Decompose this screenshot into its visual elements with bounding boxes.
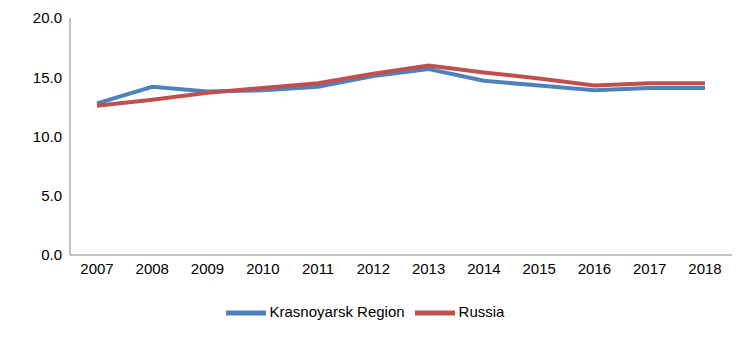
html-text:Russia: Russia xyxy=(458,303,505,320)
svg-text:5.0: 5.0 xyxy=(41,187,62,204)
svg-text:2012: 2012 xyxy=(357,260,390,277)
svg-text:2016: 2016 xyxy=(578,260,611,277)
svg-text:2011: 2011 xyxy=(302,260,334,277)
svg-text:2010: 2010 xyxy=(246,260,279,277)
svg-text:15.0: 15.0 xyxy=(33,69,62,86)
svg-text:20.0: 20.0 xyxy=(33,9,62,26)
html-text:Krasnoyarsk Region: Krasnoyarsk Region xyxy=(269,303,405,320)
svg-text:2009: 2009 xyxy=(191,260,224,277)
svg-text:2007: 2007 xyxy=(80,260,113,277)
svg-text:2015: 2015 xyxy=(522,260,555,277)
svg-text:10.0: 10.0 xyxy=(33,128,62,145)
svg-text:2017: 2017 xyxy=(633,260,666,277)
svg-text:0.0: 0.0 xyxy=(41,246,62,263)
svg-text:2014: 2014 xyxy=(467,260,500,277)
svg-text:2013: 2013 xyxy=(412,260,445,277)
svg-text:2008: 2008 xyxy=(136,260,169,277)
svg-text:2018: 2018 xyxy=(688,260,721,277)
